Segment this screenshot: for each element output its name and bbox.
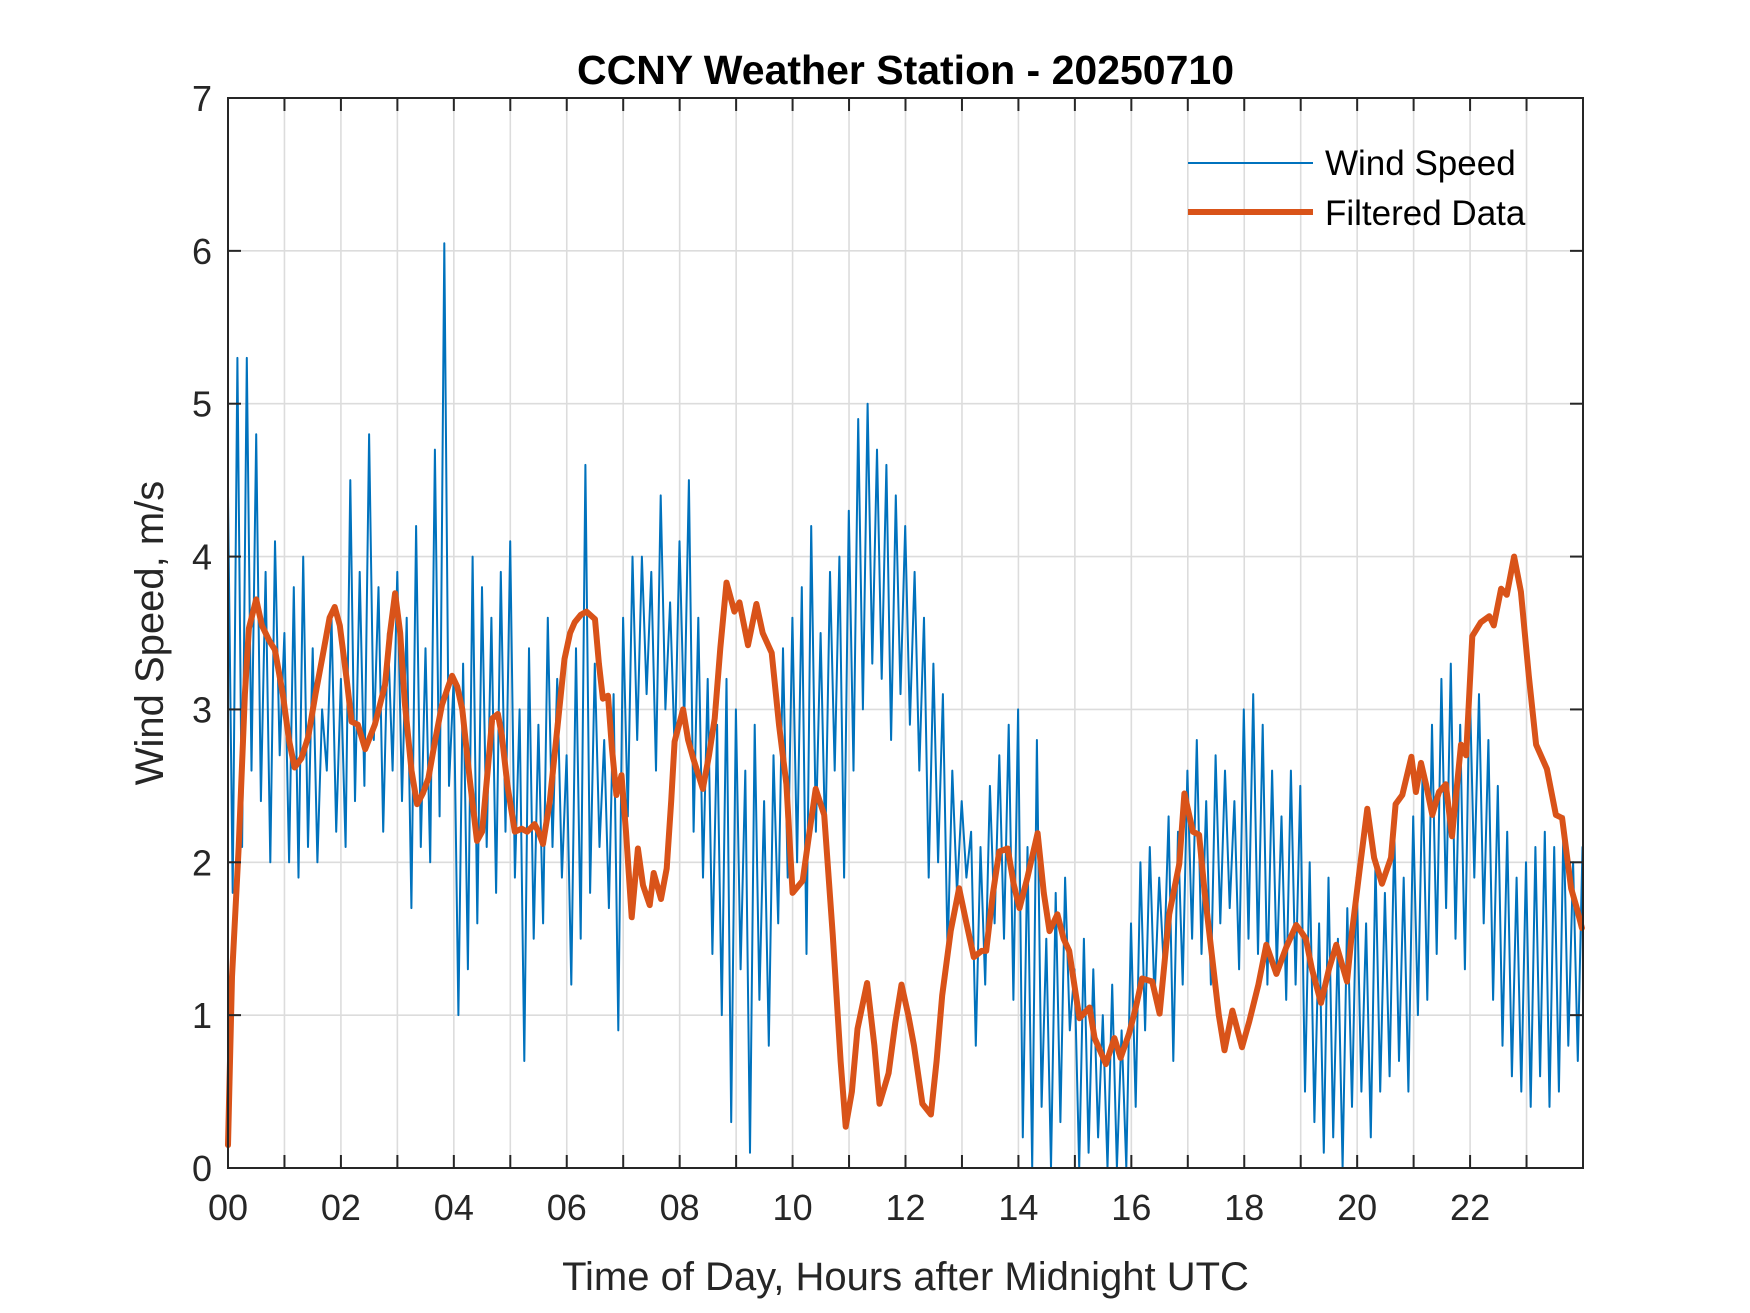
x-tick-label: 12: [885, 1187, 925, 1228]
x-tick-label: 10: [773, 1187, 813, 1228]
y-tick-label: 4: [192, 537, 212, 578]
chart-title: CCNY Weather Station - 20250710: [577, 47, 1234, 93]
x-tick-label: 00: [208, 1187, 248, 1228]
x-tick-label: 16: [1111, 1187, 1151, 1228]
series-line-filtered-data: [225, 553, 1585, 1149]
y-tick-label: 0: [192, 1148, 212, 1189]
y-tick-label: 6: [192, 231, 212, 272]
x-tick-label: 02: [321, 1187, 361, 1228]
y-tick-label: 3: [192, 689, 212, 730]
x-tick-label: 14: [998, 1187, 1038, 1228]
x-axis-label: Time of Day, Hours after Midnight UTC: [562, 1255, 1249, 1299]
legend-label-filtered-data: Filtered Data: [1325, 194, 1526, 233]
x-tick-label: 22: [1450, 1187, 1490, 1228]
x-tick-label: 18: [1224, 1187, 1264, 1228]
x-tick-label: 20: [1337, 1187, 1377, 1228]
y-tick-label: 7: [192, 78, 212, 119]
y-tick-label: 2: [192, 842, 212, 883]
y-tick-label: 1: [192, 995, 212, 1036]
legend-label-wind-speed: Wind Speed: [1325, 144, 1516, 183]
legend: Wind Speed Filtered Data: [1188, 144, 1526, 233]
x-tick-label: 04: [434, 1187, 474, 1228]
grid-layer: [228, 98, 1583, 1168]
y-tick-label: 5: [192, 384, 212, 425]
x-tick-label: 06: [547, 1187, 587, 1228]
y-axis-label: Wind Speed, m/s: [128, 481, 172, 786]
x-tick-label: 08: [660, 1187, 700, 1228]
